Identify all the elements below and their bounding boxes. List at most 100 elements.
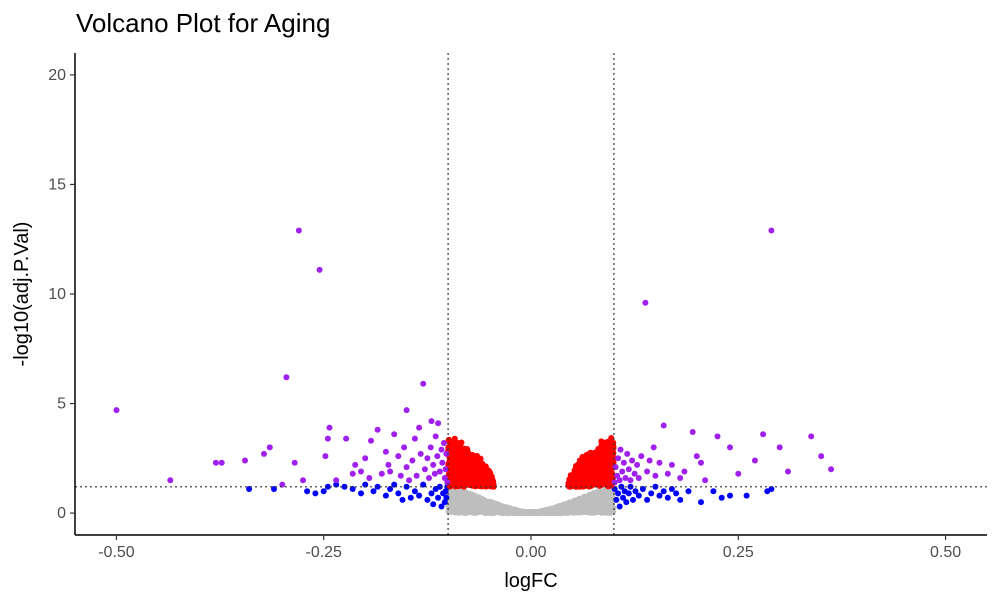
data-point bbox=[632, 488, 639, 495]
data-point bbox=[625, 466, 632, 473]
data-point bbox=[212, 459, 219, 466]
data-point bbox=[452, 440, 458, 447]
data-point bbox=[409, 457, 416, 464]
data-point bbox=[614, 472, 621, 479]
data-point bbox=[485, 470, 492, 476]
data-point bbox=[444, 479, 451, 486]
data-point bbox=[594, 494, 601, 501]
data-point bbox=[498, 504, 505, 511]
data-point bbox=[668, 486, 675, 492]
data-point bbox=[631, 470, 638, 477]
x-tick-label: 0.00 bbox=[515, 544, 546, 561]
data-point bbox=[459, 446, 466, 453]
data-point bbox=[604, 507, 611, 514]
data-point bbox=[261, 450, 267, 457]
data-point bbox=[616, 477, 623, 484]
data-point bbox=[465, 502, 471, 509]
data-point bbox=[436, 483, 443, 490]
data-point bbox=[589, 496, 596, 503]
data-point bbox=[580, 468, 587, 475]
data-point bbox=[279, 481, 286, 488]
data-point bbox=[464, 495, 471, 502]
data-point bbox=[592, 456, 598, 463]
data-point bbox=[477, 501, 484, 508]
data-point bbox=[443, 450, 450, 457]
data-point bbox=[644, 468, 651, 475]
data-point bbox=[382, 492, 389, 499]
data-point bbox=[673, 490, 680, 497]
data-point bbox=[567, 502, 574, 509]
data-point bbox=[698, 459, 704, 466]
data-point bbox=[397, 472, 404, 479]
data-point bbox=[440, 440, 447, 446]
x-tick-label: 0.25 bbox=[723, 544, 754, 561]
data-point bbox=[455, 471, 462, 478]
y-tick-label: 20 bbox=[48, 67, 66, 84]
data-point bbox=[508, 506, 515, 513]
data-point bbox=[575, 470, 582, 476]
chart-title: Volcano Plot for Aging bbox=[76, 8, 330, 38]
data-point bbox=[430, 501, 437, 508]
data-point bbox=[620, 459, 627, 466]
data-point bbox=[603, 467, 610, 473]
data-point bbox=[644, 496, 651, 503]
data-point bbox=[446, 444, 453, 451]
data-point bbox=[421, 466, 428, 473]
data-point bbox=[474, 452, 480, 459]
data-point bbox=[406, 477, 413, 484]
data-point bbox=[650, 444, 657, 451]
data-point bbox=[218, 459, 225, 466]
data-point bbox=[600, 492, 607, 499]
data-point bbox=[617, 446, 624, 453]
data-point bbox=[349, 486, 356, 492]
data-point bbox=[417, 450, 424, 457]
data-point bbox=[468, 509, 475, 516]
data-point bbox=[441, 475, 448, 481]
data-point bbox=[597, 477, 604, 484]
data-point bbox=[374, 483, 381, 490]
data-point bbox=[685, 488, 692, 495]
data-point bbox=[370, 488, 377, 495]
data-point bbox=[768, 486, 775, 492]
data-point bbox=[387, 468, 394, 475]
data-point bbox=[460, 496, 467, 503]
data-point bbox=[760, 431, 767, 438]
data-point bbox=[416, 424, 423, 431]
data-point bbox=[427, 444, 434, 451]
y-tick-label: 0 bbox=[57, 505, 66, 522]
data-point bbox=[358, 490, 364, 497]
data-point bbox=[656, 492, 663, 499]
threshold-lines bbox=[75, 53, 987, 535]
data-point bbox=[333, 481, 340, 488]
data-point bbox=[625, 490, 632, 497]
data-point bbox=[449, 465, 456, 471]
data-point bbox=[374, 426, 381, 433]
data-point bbox=[689, 429, 696, 435]
y-tick-label: 5 bbox=[57, 396, 66, 413]
y-tick-label: 15 bbox=[48, 176, 66, 193]
data-point bbox=[604, 450, 611, 456]
data-point bbox=[515, 509, 522, 516]
data-point bbox=[634, 461, 641, 468]
data-point bbox=[455, 451, 462, 458]
data-point bbox=[403, 464, 410, 471]
data-point bbox=[599, 507, 606, 514]
data-point bbox=[461, 489, 468, 496]
data-point bbox=[776, 444, 783, 451]
data-point bbox=[455, 481, 462, 488]
data-point bbox=[574, 462, 580, 469]
data-point bbox=[167, 477, 174, 484]
data-point bbox=[629, 457, 636, 464]
data-point bbox=[485, 501, 492, 507]
data-point bbox=[399, 496, 406, 503]
data-point bbox=[561, 502, 568, 509]
data-point bbox=[569, 509, 575, 516]
x-tick-label: 0.50 bbox=[930, 544, 961, 561]
data-point bbox=[324, 435, 331, 442]
data-point bbox=[768, 227, 775, 234]
data-point bbox=[291, 459, 298, 466]
data-point bbox=[580, 494, 587, 501]
data-point bbox=[432, 433, 439, 440]
data-point bbox=[605, 499, 611, 506]
data-point bbox=[113, 407, 120, 414]
